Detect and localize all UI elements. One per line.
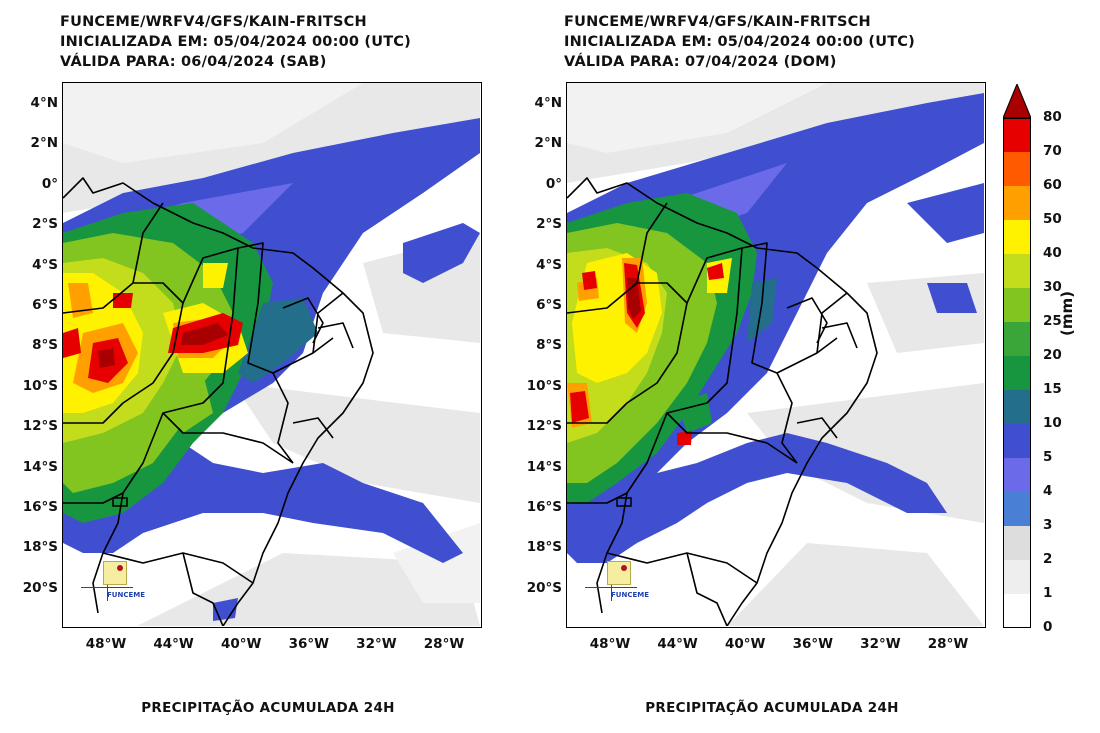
- colorbar-cell: [1003, 288, 1031, 322]
- lat-tick-label: 10°S: [526, 377, 562, 394]
- lat-tick-label: 4°N: [534, 95, 562, 111]
- precipitation-map: FUNCEME: [566, 82, 986, 628]
- lon-tick-label: 48°W: [589, 636, 631, 652]
- panel-footer: PRECIPITAÇÃO ACUMULADA 24H: [141, 700, 395, 716]
- lat-tick-label: 6°S: [32, 297, 58, 313]
- lat-tick-label: 2°S: [536, 216, 562, 233]
- lon-tick-label: 44°W: [153, 636, 194, 652]
- lat-tick-label: 18°S: [526, 539, 562, 556]
- lat-tick-label: 6°S: [536, 297, 562, 313]
- lon-tick-label: 28°W: [423, 636, 465, 652]
- lat-tick-label: 16°S: [22, 499, 58, 515]
- lat-tick-label: 2°S: [32, 216, 58, 233]
- lat-tick-label: 8°S: [536, 337, 562, 354]
- logo-box: [103, 561, 127, 585]
- lon-tick-label: 32°W: [356, 636, 397, 652]
- colorbar-label: 50: [1043, 211, 1062, 227]
- lon-tick-label: 40°W: [724, 636, 766, 652]
- colorbar-label: 25: [1043, 313, 1062, 329]
- lat-tick-label: 4°N: [30, 95, 58, 111]
- map-svg: [567, 83, 984, 626]
- valid-date: VÁLIDA PARA: 07/04/2024 (DOM): [564, 54, 837, 70]
- colorbar-cell: [1003, 492, 1031, 526]
- colorbar-label: 30: [1043, 279, 1062, 295]
- colorbar-label: 70: [1043, 143, 1062, 159]
- forecast-panel-day1: FUNCEME/WRFV4/GFS/KAIN-FRITSCH INICIALIZ…: [48, 0, 488, 733]
- lat-tick-label: 12°S: [22, 418, 58, 435]
- colorbar: [1003, 118, 1031, 628]
- colorbar-cell: [1003, 356, 1031, 390]
- lat-tick-label: 20°S: [526, 579, 562, 596]
- logo-text: FUNCEME: [611, 591, 649, 599]
- colorbar-cell: [1003, 152, 1031, 186]
- lat-tick-label: 2°N: [534, 135, 562, 152]
- funceme-logo: FUNCEME: [81, 561, 145, 601]
- lat-tick-label: 20°S: [22, 579, 58, 596]
- lat-tick-label: 14°S: [22, 458, 58, 475]
- colorbar-unit: (mm): [1058, 291, 1076, 336]
- lat-tick-label: 0°: [41, 175, 58, 192]
- colorbar-cell: [1003, 560, 1031, 594]
- colorbar-cell: [1003, 526, 1031, 560]
- colorbar-cell: [1003, 118, 1031, 152]
- colorbar-label: 80: [1043, 109, 1062, 125]
- colorbar-label: 4: [1043, 483, 1053, 499]
- model-title: FUNCEME/WRFV4/GFS/KAIN-FRITSCH: [60, 14, 367, 30]
- lon-tick-label: 28°W: [927, 636, 969, 652]
- panel-footer: PRECIPITAÇÃO ACUMULADA 24H: [645, 700, 899, 716]
- lon-tick-label: 36°W: [792, 636, 834, 652]
- lat-tick-label: 18°S: [22, 539, 58, 556]
- lon-tick-label: 36°W: [288, 636, 330, 652]
- lat-tick-label: 0°: [545, 175, 562, 192]
- init-time: INICIALIZADA EM: 05/04/2024 00:00 (UTC): [60, 34, 411, 50]
- colorbar-cell: [1003, 220, 1031, 254]
- map-svg: [63, 83, 480, 626]
- logo-sun-icon: [621, 565, 627, 571]
- panel-title: FUNCEME/WRFV4/GFS/KAIN-FRITSCH INICIALIZ…: [60, 12, 411, 72]
- init-time: INICIALIZADA EM: 05/04/2024 00:00 (UTC): [564, 34, 915, 50]
- logo-sun-icon: [117, 565, 123, 571]
- colorbar-label: 20: [1043, 347, 1062, 363]
- valid-date: VÁLIDA PARA: 06/04/2024 (SAB): [60, 54, 327, 70]
- precipitation-map: FUNCEME: [62, 82, 482, 628]
- lon-tick-label: 44°W: [657, 636, 698, 652]
- colorbar-label: 40: [1043, 245, 1062, 261]
- colorbar-label: 3: [1043, 517, 1053, 533]
- colorbar-label: 60: [1043, 177, 1062, 193]
- colorbar-cell: [1003, 594, 1031, 628]
- funceme-logo: FUNCEME: [585, 561, 649, 601]
- colorbar-cell: [1003, 254, 1031, 288]
- colorbar-cell: [1003, 322, 1031, 356]
- lat-tick-label: 2°N: [30, 135, 58, 152]
- lon-tick-label: 40°W: [220, 636, 262, 652]
- lat-tick-label: 4°S: [536, 256, 562, 273]
- colorbar-extend-triangle: [1003, 84, 1031, 118]
- lat-tick-label: 14°S: [526, 458, 562, 475]
- colorbar-cell: [1003, 424, 1031, 458]
- lat-tick-label: 12°S: [526, 418, 562, 435]
- colorbar-label: 2: [1043, 551, 1053, 567]
- lat-tick-label: 8°S: [32, 337, 58, 354]
- panel-title: FUNCEME/WRFV4/GFS/KAIN-FRITSCH INICIALIZ…: [564, 12, 915, 72]
- forecast-panel-day2: FUNCEME/WRFV4/GFS/KAIN-FRITSCH INICIALIZ…: [552, 0, 992, 733]
- colorbar-cell: [1003, 458, 1031, 492]
- lon-tick-label: 32°W: [860, 636, 901, 652]
- lat-tick-label: 4°S: [32, 256, 58, 273]
- logo-box: [607, 561, 631, 585]
- colorbar-label: 0: [1043, 619, 1053, 635]
- colorbar-cell: [1003, 186, 1031, 220]
- colorbar-cell: [1003, 390, 1031, 424]
- colorbar-label: 15: [1043, 381, 1062, 397]
- lat-tick-label: 10°S: [22, 377, 58, 394]
- lon-tick-label: 48°W: [85, 636, 127, 652]
- colorbar-label: 5: [1043, 449, 1053, 465]
- colorbar-label: 1: [1043, 585, 1053, 601]
- lat-tick-label: 16°S: [526, 499, 562, 515]
- model-title: FUNCEME/WRFV4/GFS/KAIN-FRITSCH: [564, 14, 871, 30]
- colorbar-label: 10: [1043, 415, 1062, 431]
- logo-text: FUNCEME: [107, 591, 145, 599]
